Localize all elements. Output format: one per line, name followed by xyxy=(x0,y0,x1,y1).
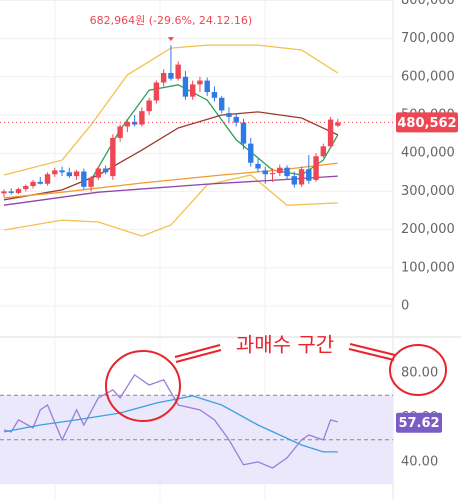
y-tick-label: 600,000 xyxy=(401,69,455,84)
line xyxy=(90,84,339,181)
candle-body xyxy=(88,177,94,187)
candle-body xyxy=(168,72,174,79)
line xyxy=(3,373,338,469)
candle-body xyxy=(110,137,116,177)
y-tick-label: 300,000 xyxy=(401,184,455,199)
last-price-box xyxy=(396,112,458,133)
candle-body xyxy=(248,143,254,163)
candle-body xyxy=(219,97,225,111)
candle-body xyxy=(291,176,297,185)
candle-body xyxy=(335,122,341,126)
candle-body xyxy=(37,181,43,184)
candle-body xyxy=(298,169,305,185)
candle-body xyxy=(306,169,312,181)
candle-body xyxy=(269,173,276,175)
candle-body xyxy=(175,64,181,79)
candle-body xyxy=(204,80,210,93)
candle-body xyxy=(81,171,87,187)
candle-body xyxy=(233,116,239,123)
candle-body xyxy=(182,76,189,97)
layer: 682,964원 (-29.6%, 24.12.16) 480,562 57.62 xyxy=(0,14,458,469)
candle-body xyxy=(117,126,123,138)
last-value-label: 57.62 xyxy=(398,416,439,431)
candle-body xyxy=(23,186,29,190)
candle-body xyxy=(66,172,73,177)
callout-text: 과매수 구간 xyxy=(236,333,334,357)
candle-body xyxy=(211,92,218,98)
candle-body xyxy=(44,174,51,184)
high-marker xyxy=(167,37,174,42)
candle-body xyxy=(73,171,80,177)
line xyxy=(3,111,339,201)
high-annotation: 682,964원 (-29.6%, 24.12.16) xyxy=(90,14,253,27)
candle-body xyxy=(197,80,203,85)
candle-body xyxy=(139,111,145,125)
candle-body xyxy=(320,146,327,157)
candle-body xyxy=(313,156,319,180)
y-tick-label: 0 xyxy=(401,299,409,314)
candle-body xyxy=(8,191,14,193)
candle-body xyxy=(102,168,109,173)
circle xyxy=(389,344,447,396)
candle-body xyxy=(226,113,232,117)
arrow xyxy=(174,344,222,363)
candle-body xyxy=(59,170,65,173)
y-tick-label: 200,000 xyxy=(401,222,455,237)
y-tick-label: 40.00 xyxy=(401,454,438,469)
line xyxy=(3,395,338,453)
candle-body xyxy=(327,119,334,147)
candle-body xyxy=(153,82,160,101)
candle-body xyxy=(189,84,196,97)
candle-body xyxy=(95,168,102,178)
y-tick-label: 400,000 xyxy=(401,146,455,161)
last-price-label: 480,562 xyxy=(397,116,456,131)
candle-body xyxy=(255,163,261,169)
layer: 0100,000200,000300,000400,000500,000600,… xyxy=(0,0,455,485)
y-tick-label: 700,000 xyxy=(401,31,455,46)
overbought-callout xyxy=(105,343,447,422)
arrow xyxy=(348,343,396,361)
circle xyxy=(105,350,181,422)
line xyxy=(3,174,338,237)
candle-body xyxy=(262,170,268,175)
candle-body xyxy=(240,122,247,144)
candle-body xyxy=(52,170,58,175)
y-tick-label: 80.00 xyxy=(401,365,438,380)
candle-body xyxy=(30,181,36,187)
candle-body xyxy=(15,189,22,193)
y-tick-label: 800,000 xyxy=(401,0,455,8)
y-tick-label: 100,000 xyxy=(401,260,455,275)
last-value-box xyxy=(396,412,442,433)
candle-body xyxy=(1,191,7,194)
candle-body xyxy=(284,167,290,177)
candle-body xyxy=(146,100,152,112)
candle-body xyxy=(124,121,131,127)
candle-body xyxy=(160,72,167,83)
candle-body xyxy=(131,121,138,125)
candle-body xyxy=(277,167,283,174)
